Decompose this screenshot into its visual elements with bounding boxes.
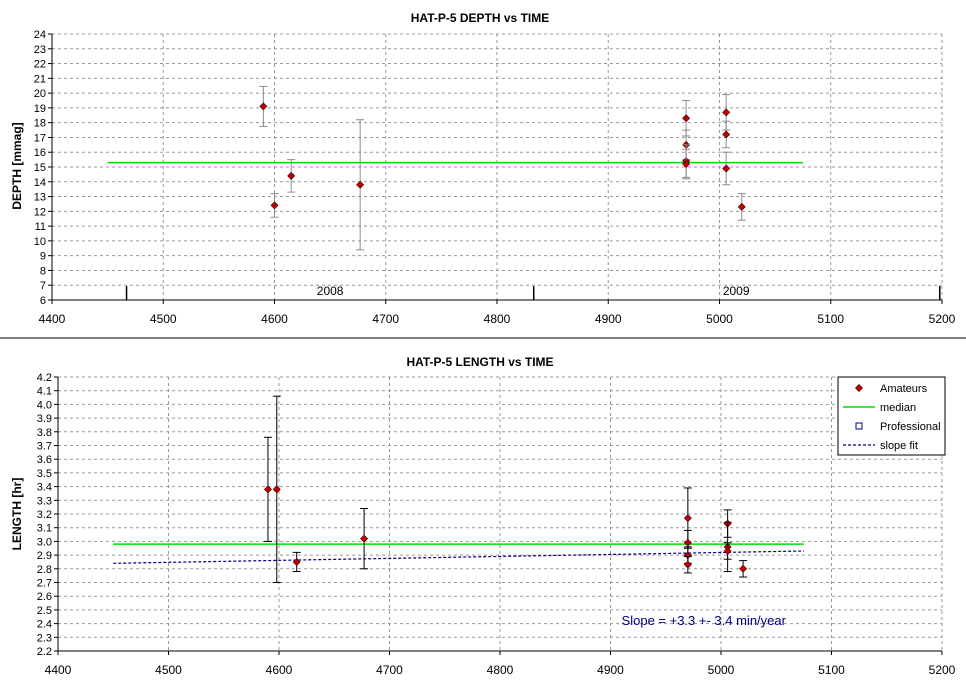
data-point [270,201,279,210]
y-tick-label: 22 [34,59,46,71]
y-tick-label: 8 [40,265,46,277]
length-chart-title: HAT-P-5 LENGTH vs TIME [406,355,553,369]
y-tick-label: 3.0 [37,536,52,548]
y-tick-label: 24 [34,29,46,41]
x-tick-label: 4900 [595,312,622,326]
y-tick-label: 17 [34,132,46,144]
data-point [287,171,296,180]
y-tick-label: 20 [34,88,46,100]
x-tick-label: 4500 [155,663,182,677]
y-tick-label: 11 [35,221,46,233]
y-tick-label: 2.7 [37,578,52,590]
x-tick-label: 5100 [817,312,844,326]
legend-label: slope fit [880,440,918,452]
slope-annotation: Slope = +3.3 +- 3.4 min/year [622,613,787,628]
y-tick-label: 2.3 [37,632,52,644]
y-tick-label: 3.8 [37,427,52,439]
data-point [683,538,692,547]
x-tick-label: 5200 [929,663,956,677]
data-point [722,108,731,117]
y-tick-label: 13 [34,192,46,204]
y-tick-label: 2.9 [37,550,52,562]
data-point [683,514,692,523]
y-tick-label: 21 [34,73,46,85]
x-tick-label: 4600 [261,312,288,326]
data-point [739,564,748,573]
legend-label: median [880,402,916,414]
data-point [683,560,692,569]
y-tick-label: 3.3 [37,495,52,507]
y-tick-label: 7 [40,280,46,292]
x-tick-label: 4800 [487,663,514,677]
x-tick-label: 4800 [484,312,511,326]
y-tick-label: 12 [34,206,46,218]
data-point [722,130,731,139]
data-point [682,114,691,123]
x-tick-label: 4700 [376,663,403,677]
legend-label: Amateurs [880,383,928,395]
y-tick-label: 4.2 [37,372,52,384]
x-tick-label: 5100 [818,663,845,677]
y-tick-label: 4.0 [37,399,52,411]
legend-marker-professional [855,422,863,430]
legend: Amateurs median Professional slope fit [837,376,946,456]
slope-fit-line [113,550,804,564]
x-tick-label: 4700 [372,312,399,326]
x-tick-label: 4900 [597,663,624,677]
y-tick-label: 14 [34,177,46,189]
data-point [360,534,369,543]
x-tick-label: 5000 [706,312,733,326]
x-tick-label: 4400 [45,663,72,677]
y-tick-label: 10 [34,236,46,248]
y-tick-label: 2.8 [37,564,52,576]
y-tick-label: 15 [34,162,46,174]
x-tick-label: 4500 [150,312,177,326]
data-point [356,180,365,189]
y-tick-label: 6 [40,295,46,307]
y-tick-label: 3.5 [37,468,52,480]
y-tick-label: 3.2 [37,509,52,521]
data-point [292,557,301,566]
data-point [722,164,731,173]
data-point [272,485,281,494]
y-tick-label: 2.5 [37,605,52,617]
y-tick-label: 3.7 [37,441,52,453]
x-tick-label: 4600 [266,663,293,677]
y-tick-label: 4.1 [37,386,52,398]
depth-plot: 6 7 8 9 10 11 12 13 14 15 16 17 18 19 20 21 22 23 24 4400 45… [34,29,956,326]
y-tick-label: 3.9 [37,413,52,425]
y-tick-label: 2.4 [37,619,52,631]
depth-y-axis-label: DEPTH [mmag] [10,122,24,209]
length-plot: 2.2 2.32.4 2.5 2.62.7 2.8 2.9 3.03.1 3.2 3.33.4 3… [37,372,956,677]
year-label-2009: 2009 [723,284,750,298]
data-point [737,202,746,211]
data-point [259,102,268,111]
y-tick-label: 9 [40,251,46,263]
x-tick-label: 5000 [708,663,735,677]
y-tick-label: 23 [34,44,46,56]
data-point [682,160,691,169]
y-tick-label: 2.2 [37,646,52,658]
year-label-2008: 2008 [317,284,344,298]
depth-chart-title: HAT-P-5 DEPTH vs TIME [411,11,549,25]
x-tick-label: 4400 [39,312,66,326]
y-tick-label: 3.6 [37,454,52,466]
y-tick-label: 16 [34,147,46,159]
data-point [263,485,272,494]
data-point [723,546,732,555]
length-y-axis-label: LENGTH [hr] [10,478,24,551]
y-tick-label: 19 [34,103,46,115]
y-tick-label: 2.6 [37,591,52,603]
y-tick-label: 3.1 [37,523,52,535]
x-tick-label: 5200 [929,312,956,326]
legend-marker-amateurs [855,384,863,392]
legend-box [837,376,946,456]
y-tick-label: 18 [34,118,46,130]
legend-label: Professional [880,421,941,433]
y-tick-label: 3.4 [37,482,52,494]
